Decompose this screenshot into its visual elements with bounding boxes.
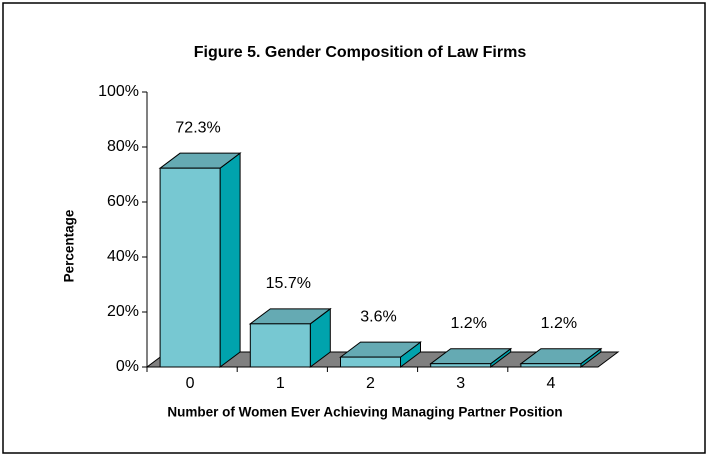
x-tick-label: 2	[366, 375, 375, 392]
y-tick-label: 20%	[107, 303, 139, 320]
x-tick-label: 0	[186, 375, 195, 392]
y-axis-label: Percentage	[62, 209, 77, 282]
bar	[159, 167, 221, 368]
data-label: 15.7%	[266, 275, 311, 292]
bar	[520, 363, 582, 368]
x-axis-label: Number of Women Ever Achieving Managing …	[167, 405, 562, 420]
y-tick-label: 0%	[116, 358, 139, 375]
y-tick-label: 80%	[107, 138, 139, 155]
data-label: 72.3%	[175, 119, 220, 136]
chart-title: Figure 5. Gender Composition of Law Firm…	[194, 44, 527, 61]
bar	[430, 363, 492, 368]
bar	[340, 356, 401, 368]
y-tick-label: 100%	[98, 83, 139, 100]
y-tick-label: 40%	[107, 248, 139, 265]
y-tick-label: 60%	[107, 193, 139, 210]
data-label: 1.2%	[450, 315, 486, 332]
data-label: 3.6%	[360, 308, 396, 325]
bar-side	[219, 152, 241, 368]
x-tick-label: 1	[276, 375, 285, 392]
x-tick-label: 4	[546, 375, 555, 392]
x-tick-label: 3	[456, 375, 465, 392]
bar	[249, 323, 311, 368]
data-label: 1.2%	[541, 315, 577, 332]
